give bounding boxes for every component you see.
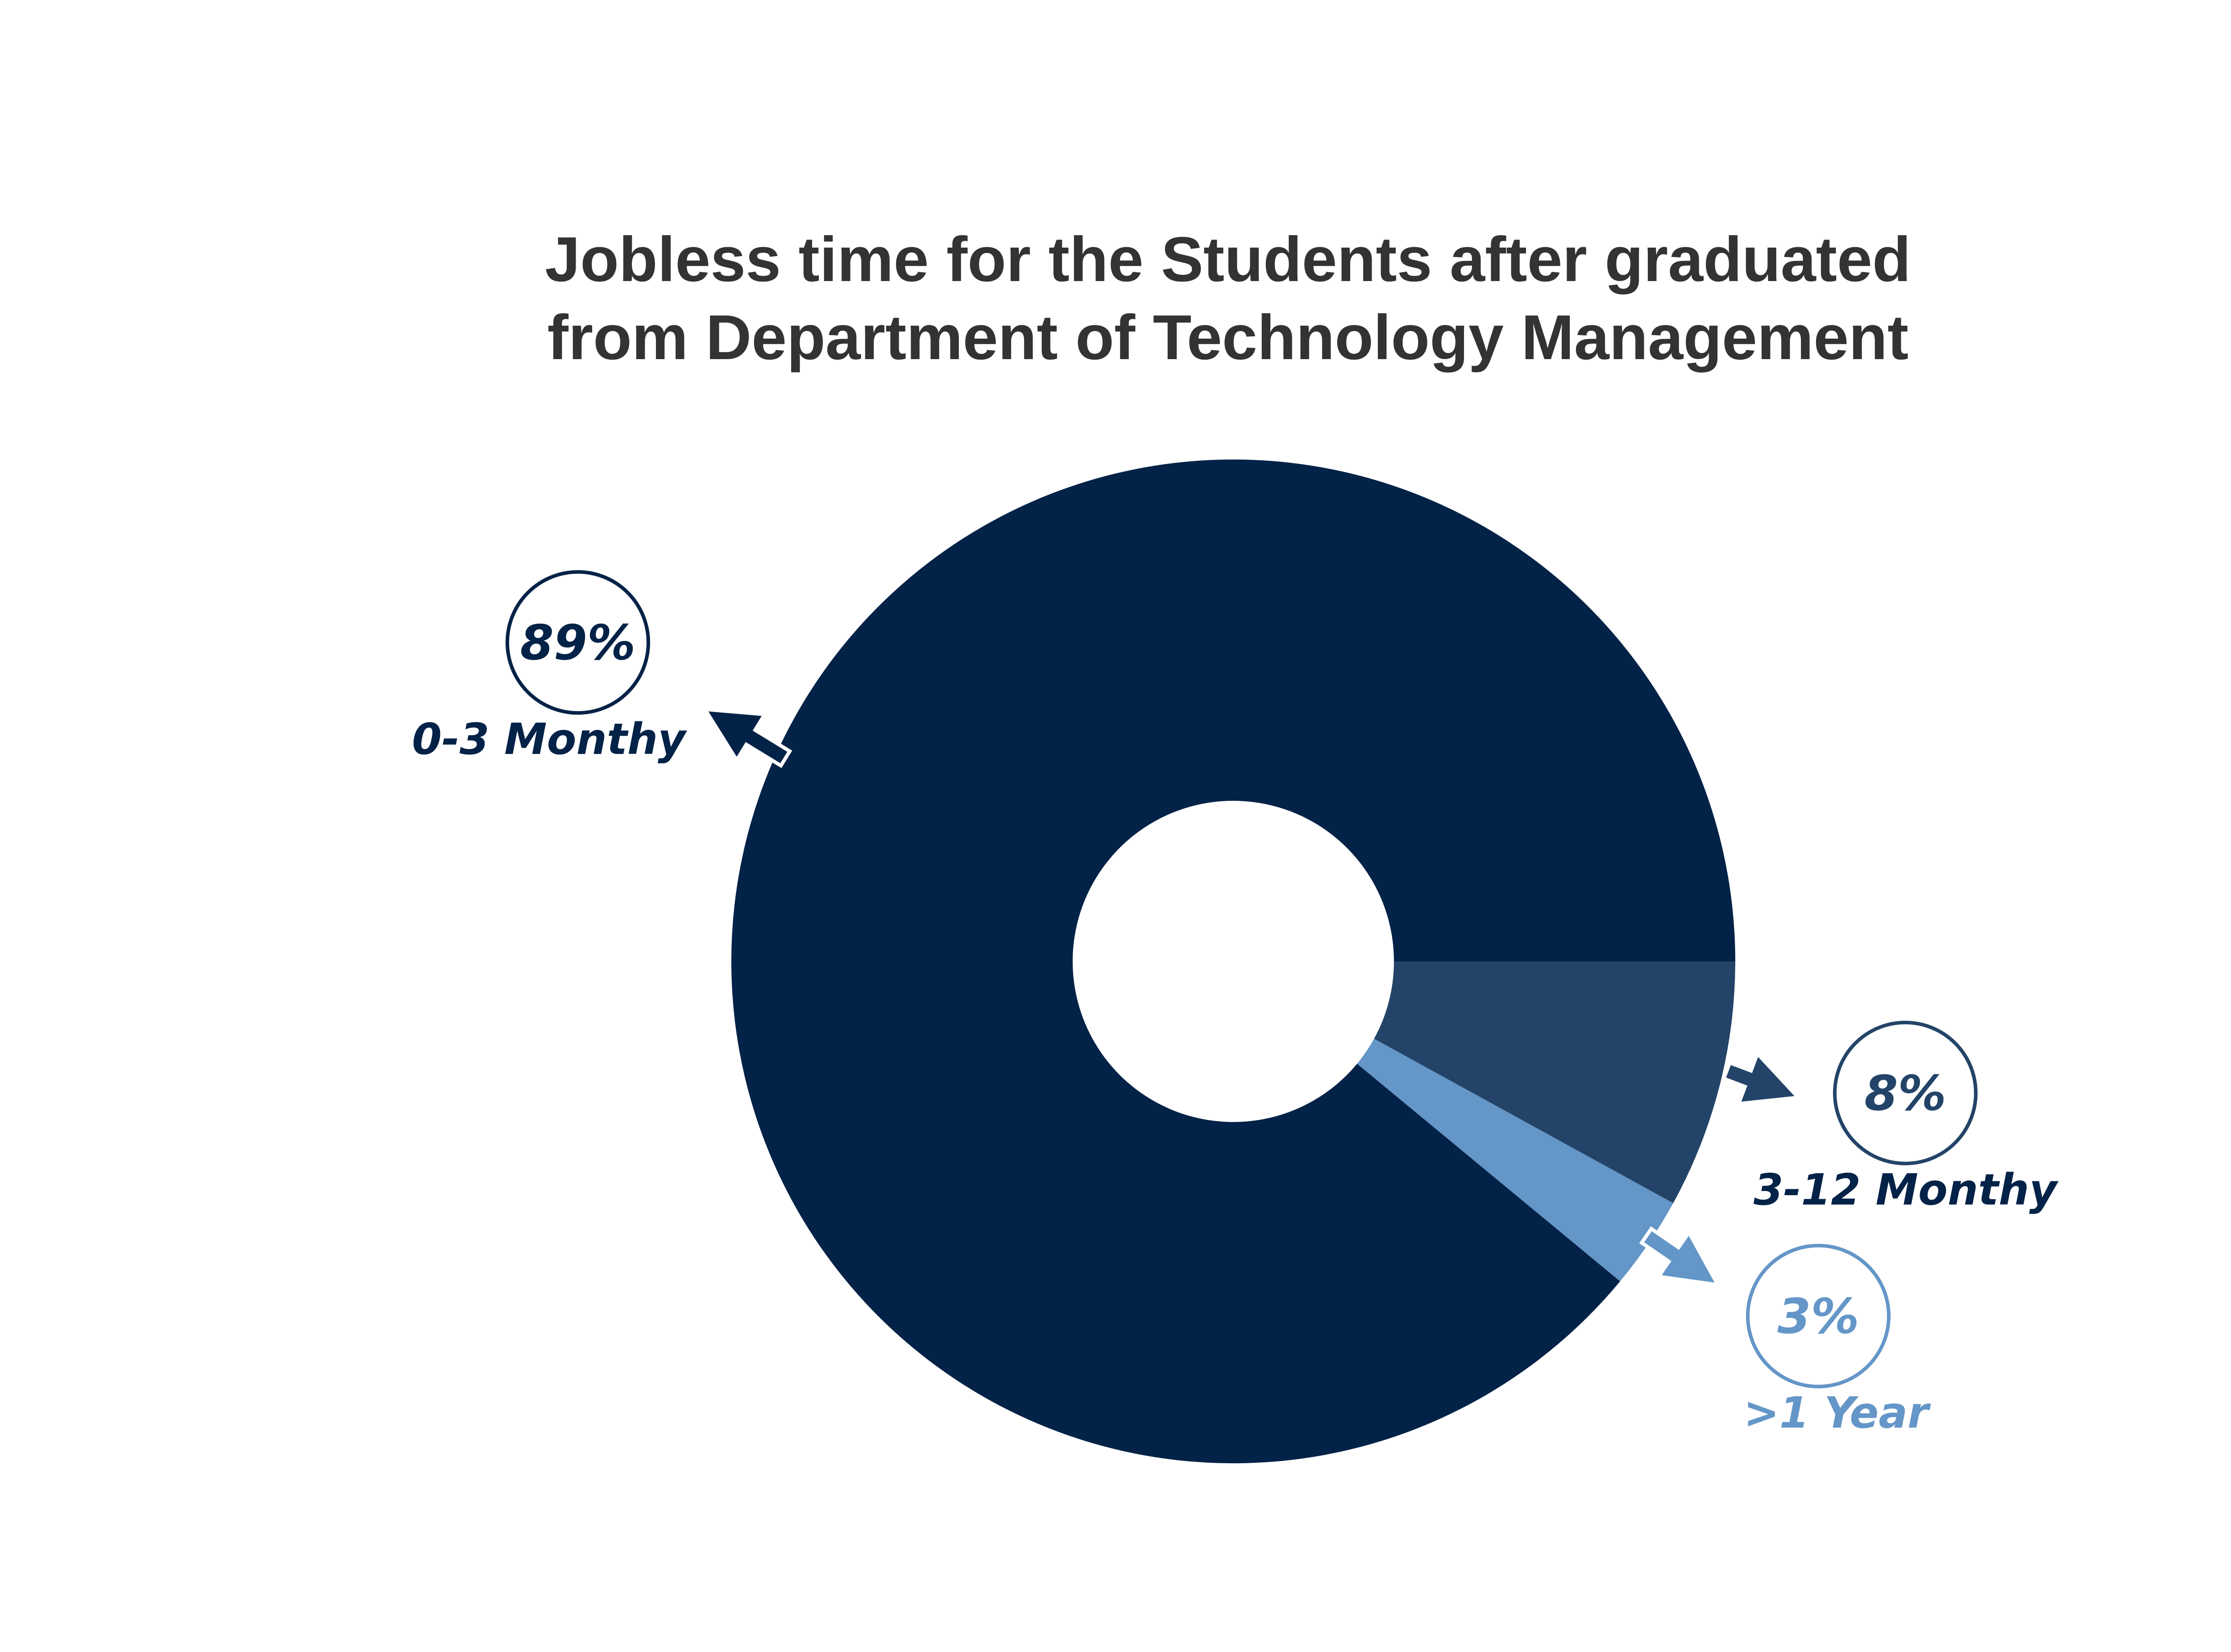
callout-arrow-1: [1721, 1050, 1802, 1106]
value-label-2: 3%: [1777, 1289, 1859, 1345]
category-label-2: >1 Year: [1743, 1388, 1931, 1438]
value-label-1: 8%: [1864, 1066, 1946, 1122]
category-label-1: 3-12 Monthy: [1754, 1165, 2059, 1215]
value-label-0: 89%: [520, 615, 636, 671]
donut-slice-0: [731, 460, 1735, 1464]
value-circle-2: [1746, 1244, 1891, 1388]
callout-arrow-0: [701, 707, 792, 768]
donut-slice-1: [1374, 961, 1735, 1203]
callout-arrow-2: [1639, 1226, 1721, 1288]
category-label-0: 0-3 Monthy: [412, 714, 687, 764]
value-circle-0: [506, 570, 650, 715]
chart-title-line-2: from Department of Technology Management: [547, 302, 1909, 373]
donut-slice-2: [1357, 1039, 1673, 1282]
value-circle-1: [1833, 1021, 1978, 1165]
chart-title-line-1: Jobless time for the Students after grad…: [545, 224, 1911, 295]
